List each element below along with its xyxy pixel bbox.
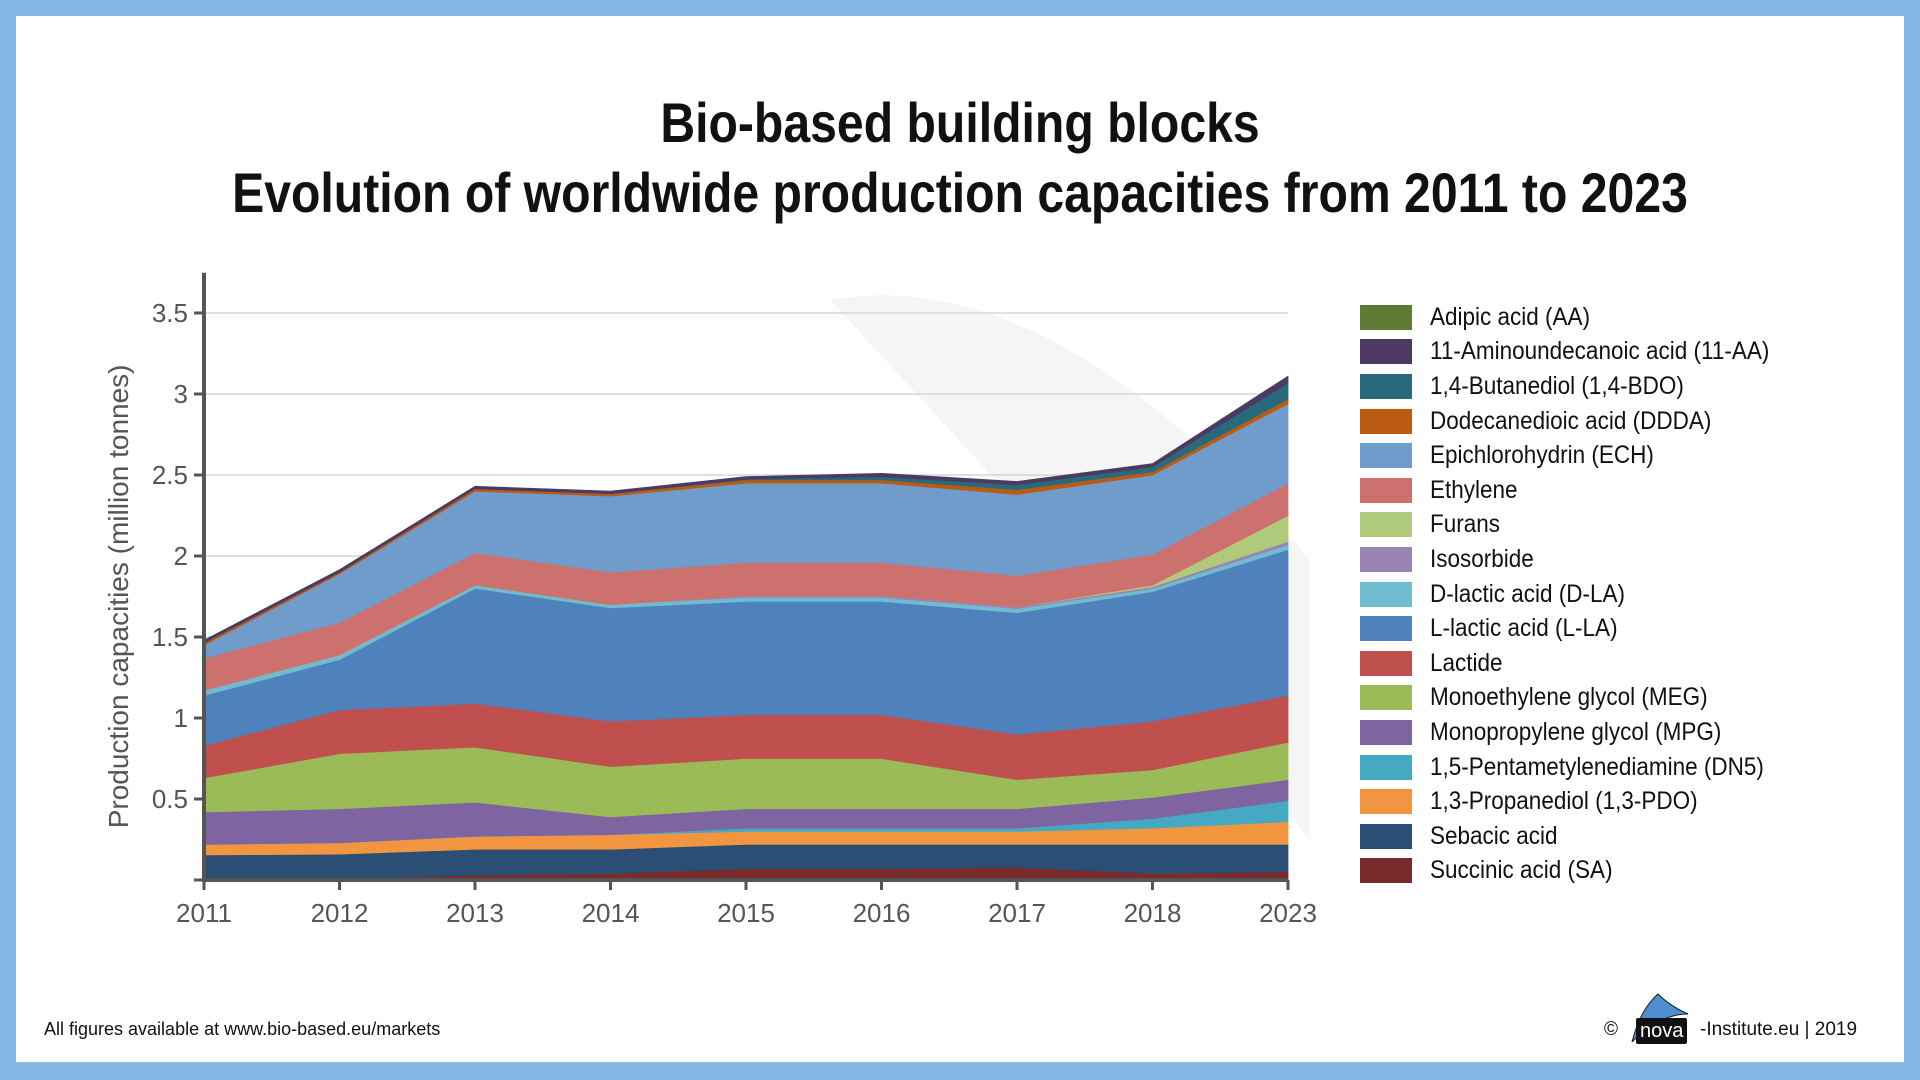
legend: Adipic acid (AA) 11-Aminoundecanoic acid … (1360, 300, 1807, 888)
legend-swatch (1360, 477, 1412, 503)
legend-item: Monopropylene glycol (MPG) (1360, 715, 1807, 750)
chart-title: Bio-based building blocks Evolution of w… (134, 88, 1785, 228)
y-ticks: 0.5 1 1.5 2 2.5 3 3.5 (152, 298, 204, 882)
legend-item: 1,5-Pentametylenediamine (DN5) (1360, 750, 1807, 785)
legend-label: Lactide (1430, 648, 1503, 677)
legend-label: 1,5-Pentametylenediamine (DN5) (1430, 752, 1764, 781)
legend-swatch (1360, 685, 1412, 711)
y-tick-label: 0.5 (152, 784, 188, 814)
y-tick-label: 2.5 (152, 460, 188, 490)
legend-item: Adipic acid (AA) (1360, 300, 1807, 335)
legend-swatch (1360, 512, 1412, 538)
y-tick-label: 2 (174, 541, 188, 571)
legend-label: D-lactic acid (D-LA) (1430, 579, 1626, 608)
legend-item: Dodecanedioic acid (DDDA) (1360, 404, 1807, 439)
legend-label: Adipic acid (AA) (1430, 302, 1591, 331)
x-tick-label: 2012 (311, 898, 369, 928)
x-ticks: 2011 2012 2013 2014 2015 2016 2017 2018 2023 (176, 880, 1317, 928)
legend-swatch (1360, 650, 1412, 676)
legend-item: 1,3-Propanediol (1,3-PDO) (1360, 784, 1807, 819)
legend-swatch (1360, 443, 1412, 469)
footer-source-prefix: All figures available at (44, 1019, 225, 1039)
y-axis-title: Production capacities (million tonnes) (103, 365, 134, 829)
legend-label: Monoethylene glycol (MEG) (1430, 683, 1708, 712)
legend-label: Epichlorohydrin (ECH) (1430, 441, 1654, 470)
area-11-aminoundecanoic-acid-11-aa (203, 375, 1289, 644)
x-tick-label: 2023 (1259, 898, 1317, 928)
legend-label: Ethylene (1430, 475, 1518, 504)
legend-swatch (1360, 408, 1412, 434)
title-line-2: Evolution of worldwide production capaci… (232, 161, 1688, 224)
legend-swatch (1360, 823, 1412, 849)
title-line-1: Bio-based building blocks (660, 91, 1260, 154)
legend-label: Furans (1430, 510, 1501, 539)
legend-item: L-lactic acid (L-LA) (1360, 611, 1807, 646)
x-tick-label: 2016 (853, 898, 911, 928)
legend-swatch (1360, 304, 1412, 330)
legend-item: Epichlorohydrin (ECH) (1360, 438, 1807, 473)
y-tick-label: 3 (174, 379, 188, 409)
legend-swatch (1360, 616, 1412, 642)
x-tick-label: 2017 (988, 898, 1046, 928)
legend-label: L-lactic acid (L-LA) (1430, 614, 1618, 643)
legend-label: 1,4-Butanediol (1,4-BDO) (1430, 371, 1684, 400)
legend-item: Ethylene (1360, 473, 1807, 508)
legend-swatch (1360, 546, 1412, 572)
legend-label: 11-Aminoundecanoic acid (11-AA) (1430, 337, 1770, 366)
copyright-icon: © (1604, 1019, 1618, 1040)
legend-item: Isosorbide (1360, 542, 1807, 577)
x-tick-label: 2014 (582, 898, 640, 928)
nova-logo-text: nova (1636, 1018, 1688, 1044)
legend-swatch (1360, 858, 1412, 884)
legend-item: 1,4-Butanediol (1,4-BDO) (1360, 369, 1807, 404)
y-tick-label: 1 (174, 703, 188, 733)
legend-swatch (1360, 339, 1412, 365)
legend-label: Isosorbide (1430, 544, 1534, 573)
footer-source-link[interactable]: www.bio-based.eu/markets (224, 1019, 441, 1039)
legend-item: Sebacic acid (1360, 819, 1807, 854)
legend-item: 11-Aminoundecanoic acid (11-AA) (1360, 335, 1807, 370)
legend-label: Dodecanedioic acid (DDDA) (1430, 406, 1712, 435)
x-tick-label: 2011 (176, 898, 232, 928)
area-layers (203, 375, 1289, 881)
legend-item: Furans (1360, 508, 1807, 543)
legend-item: Monoethylene glycol (MEG) (1360, 681, 1807, 716)
x-tick-label: 2018 (1124, 898, 1182, 928)
x-tick-label: 2013 (446, 898, 504, 928)
nova-logo: nova (1626, 993, 1698, 1048)
legend-swatch (1360, 754, 1412, 780)
legend-label: Sebacic acid (1430, 821, 1558, 850)
legend-label: Monopropylene glycol (MPG) (1430, 717, 1722, 746)
footer-source: All figures available at www.bio-based.e… (44, 1019, 440, 1040)
legend-item: Succinic acid (SA) (1360, 854, 1807, 889)
legend-item: D-lactic acid (D-LA) (1360, 577, 1807, 612)
y-tick-label: 1.5 (152, 622, 188, 652)
legend-swatch (1360, 789, 1412, 815)
footer-copyright: © nova -Institute.eu | 2019 (1604, 993, 1858, 1048)
legend-swatch (1360, 581, 1412, 607)
x-tick-label: 2015 (717, 898, 775, 928)
footer-institute-year: -Institute.eu | 2019 (1700, 1019, 1858, 1040)
legend-label: 1,3-Propanediol (1,3-PDO) (1430, 787, 1698, 816)
legend-item: Lactide (1360, 646, 1807, 681)
y-tick-label: 3.5 (152, 298, 188, 328)
legend-swatch (1360, 719, 1412, 745)
legend-swatch (1360, 373, 1412, 399)
legend-label: Succinic acid (SA) (1430, 856, 1613, 885)
